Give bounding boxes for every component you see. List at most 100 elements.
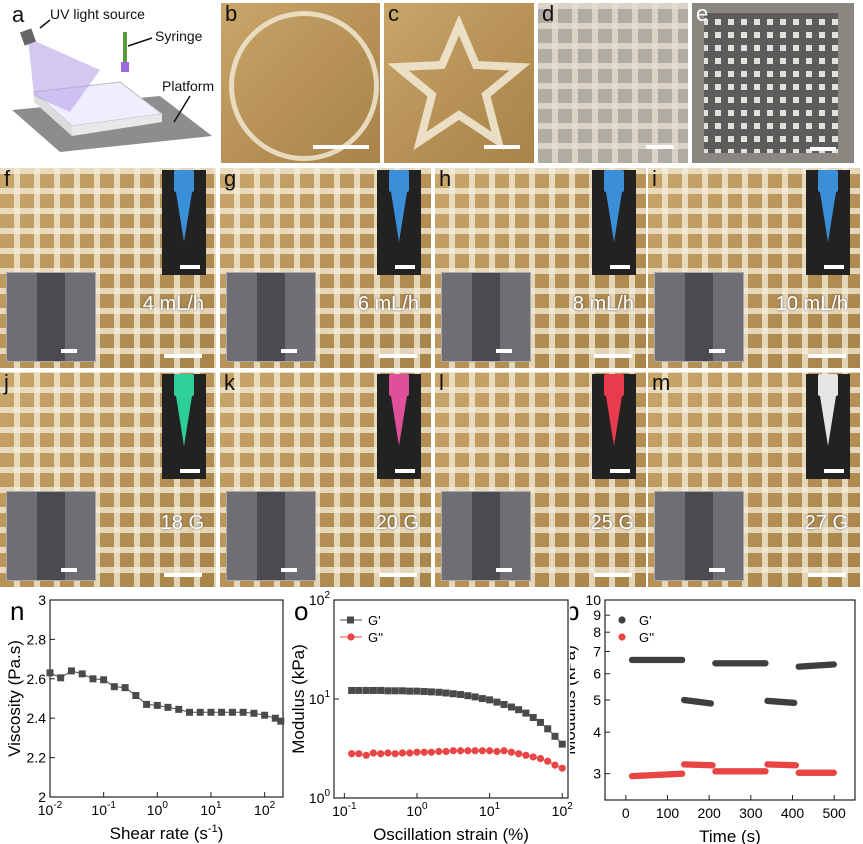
- data-point: [377, 750, 385, 758]
- data-point: [413, 687, 421, 695]
- legend-marker: [618, 616, 626, 624]
- scale-bar: [594, 573, 632, 577]
- y-tick-label: 10: [585, 592, 601, 608]
- photo-l: l 25 G: [435, 372, 646, 587]
- y-tick-label: 2: [38, 789, 46, 805]
- scale-bar: [709, 349, 725, 353]
- syringe-label: Syringe: [155, 28, 203, 44]
- data-point: [153, 701, 161, 709]
- print-condition-label: 18 G: [160, 512, 204, 534]
- panel-letter: d: [542, 3, 555, 26]
- data-point: [678, 770, 686, 777]
- printed-star: [387, 14, 531, 151]
- print-condition-label: 10 mL/h: [775, 293, 848, 315]
- legend-marker: [347, 616, 354, 624]
- photo-h: h 8 mL/h: [435, 168, 646, 368]
- legend-marker: [347, 633, 355, 641]
- y-tick-label: 100: [309, 788, 331, 806]
- legend-marker: [618, 633, 626, 641]
- data-point: [355, 686, 363, 694]
- fiber-inset: [654, 491, 744, 581]
- data-point: [792, 762, 800, 769]
- data-point: [362, 751, 370, 759]
- print-condition-label: 8 mL/h: [572, 293, 634, 315]
- scale-bar: [180, 265, 200, 269]
- x-axis-label: Time (s): [699, 827, 761, 844]
- uv-light-label: UV light source: [50, 6, 145, 22]
- scale-bar: [164, 354, 202, 358]
- data-point: [420, 688, 428, 696]
- data-point: [493, 747, 501, 756]
- data-point: [486, 696, 494, 704]
- needle-icon: [604, 374, 624, 396]
- y-tick-label: 102: [309, 590, 331, 608]
- data-point: [89, 675, 97, 683]
- photo-e-coarse-grid: e: [692, 3, 854, 163]
- needle-inset: [806, 170, 850, 275]
- x-tick-label: 101: [479, 801, 501, 819]
- photo-g: g 6 mL/h: [220, 168, 431, 368]
- data-point: [369, 686, 377, 694]
- scale-bar: [281, 568, 297, 572]
- scale-bar: [61, 349, 77, 353]
- data-point: [413, 748, 421, 756]
- panel-letter: n: [10, 596, 24, 626]
- needle-inset: [377, 170, 421, 275]
- uv-light-cone: [28, 38, 100, 112]
- needle-inset: [806, 374, 850, 479]
- data-point: [164, 703, 172, 711]
- data-point: [369, 749, 377, 757]
- scale-bar: [810, 147, 836, 151]
- print-condition-label: 4 mL/h: [142, 293, 204, 315]
- x-tick-label: 100: [147, 800, 169, 818]
- panel-letter: h: [439, 168, 452, 191]
- photo-k: k 20 G: [220, 372, 431, 587]
- x-tick-label: 400: [781, 805, 805, 821]
- data-point: [427, 748, 436, 756]
- panel-letter: b: [225, 3, 238, 26]
- data-point: [398, 749, 407, 757]
- needle-icon: [174, 170, 194, 192]
- x-axis-label: Oscillation strain (%): [373, 825, 529, 844]
- data-point: [457, 691, 465, 699]
- photo-i: i 10 mL/h: [648, 168, 860, 368]
- data-point: [427, 688, 435, 696]
- needle-inset: [592, 170, 636, 275]
- data-point: [348, 750, 356, 758]
- data-point: [348, 686, 356, 694]
- scale-bar: [281, 349, 297, 353]
- y-tick-label: 2.8: [27, 631, 47, 647]
- x-tick-label: 102: [254, 800, 276, 818]
- y-tick-label: 2.6: [27, 671, 47, 687]
- data-point: [456, 747, 465, 755]
- print-condition-label: 27 G: [804, 512, 848, 534]
- fiber-inset: [6, 491, 96, 581]
- scale-bar: [180, 469, 200, 473]
- data-point: [420, 748, 428, 756]
- data-point: [515, 750, 523, 758]
- data-point: [207, 708, 215, 716]
- x-tick-label: 101: [200, 800, 222, 818]
- data-point: [544, 757, 552, 765]
- scale-bar: [808, 573, 846, 577]
- data-point: [384, 687, 392, 695]
- x-tick-label: 200: [697, 805, 721, 821]
- panel-letter: i: [652, 168, 657, 191]
- data-point: [271, 714, 279, 722]
- panel-letter: p: [570, 596, 579, 626]
- needle-icon: [389, 170, 409, 192]
- data-point: [442, 689, 450, 697]
- scale-bar: [395, 469, 415, 473]
- data-point: [435, 688, 443, 696]
- data-point: [121, 684, 129, 692]
- data-point: [471, 693, 479, 701]
- data-point: [355, 750, 363, 758]
- data-point: [449, 690, 457, 698]
- data-point: [515, 706, 523, 714]
- x-axis-label: Shear rate (s-1): [110, 823, 224, 843]
- data-point: [239, 708, 247, 716]
- photo-j: j 18 G: [0, 372, 216, 587]
